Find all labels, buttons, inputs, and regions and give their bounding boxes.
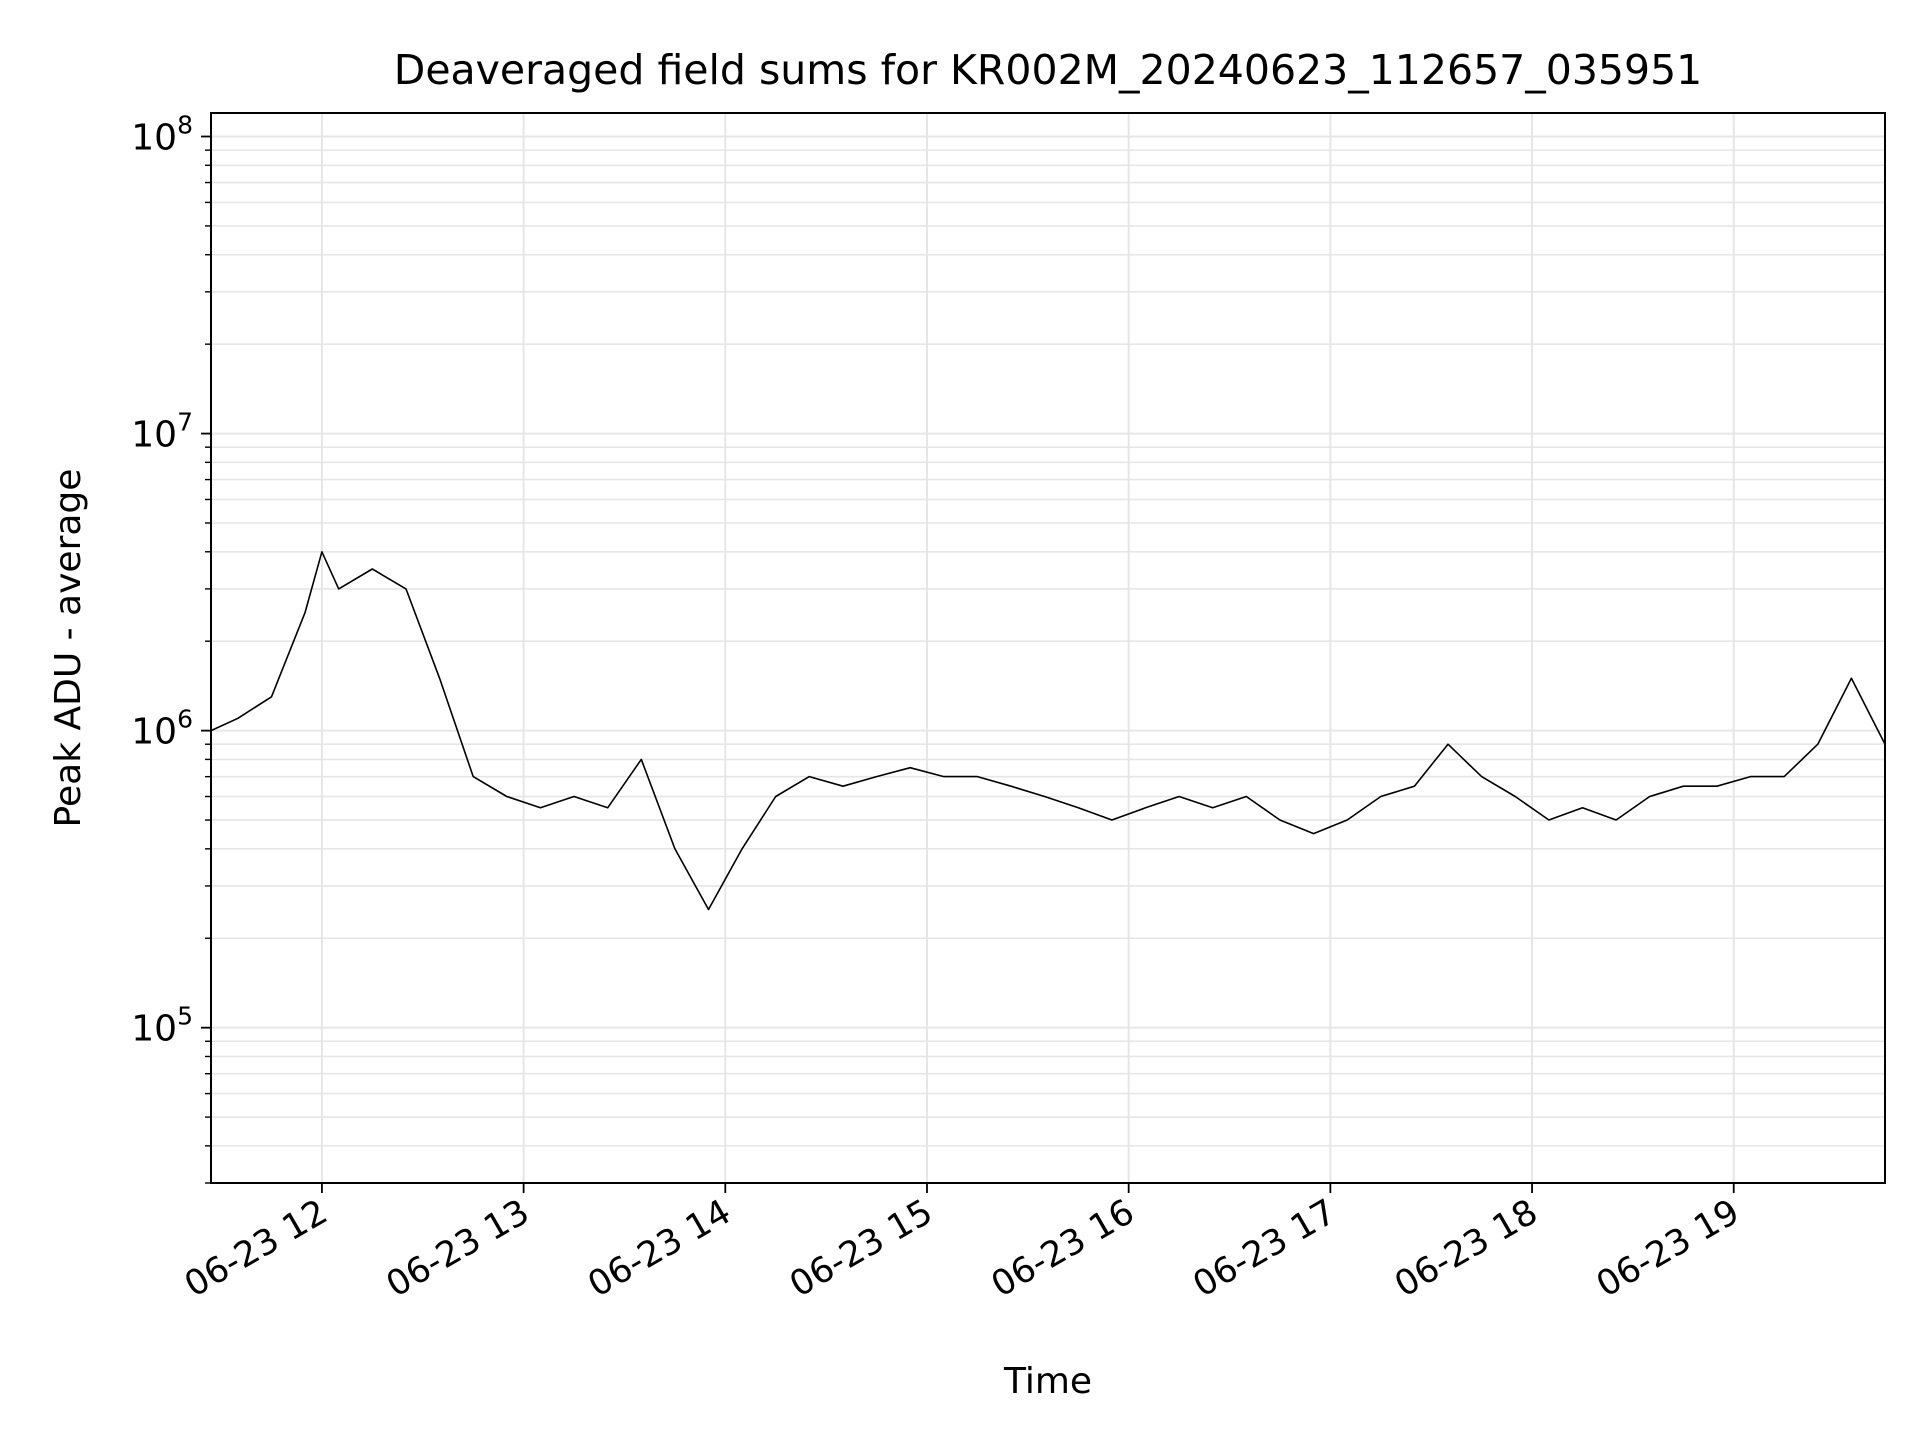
x-axis-label: Time	[1003, 1361, 1092, 1402]
x-axis: 06-23 12 06-23 13 06-23 14 06-23 15 06-23 16…	[178, 1183, 1746, 1305]
data-layer	[210, 550, 1886, 911]
y-axis-label: Peak ADU - average	[48, 469, 89, 828]
chart-title: Deaveraged field sums for KR002M_2024062…	[394, 46, 1703, 94]
x-tick-label: 06-23 13	[380, 1192, 536, 1305]
y-tick-label: 107	[131, 408, 193, 456]
x-tick-label: 06-23 19	[1590, 1192, 1746, 1305]
plot-frame	[210, 112, 1886, 1184]
x-tick-label: 06-23 12	[178, 1192, 334, 1305]
y-tick-label: 108	[131, 111, 193, 159]
x-tick-label: 06-23 15	[783, 1192, 939, 1305]
x-tick-label: 06-23 14	[582, 1192, 738, 1305]
grid	[211, 113, 1885, 1184]
series-line	[210, 550, 1886, 911]
y-axis: 105 106 107 108	[131, 111, 211, 1184]
y-tick-label: 105	[131, 1002, 193, 1050]
x-tick-label: 06-23 16	[985, 1192, 1141, 1305]
x-tick-label: 06-23 18	[1388, 1192, 1544, 1305]
x-tick-label: 06-23 17	[1187, 1192, 1343, 1305]
y-tick-label: 106	[131, 705, 193, 753]
